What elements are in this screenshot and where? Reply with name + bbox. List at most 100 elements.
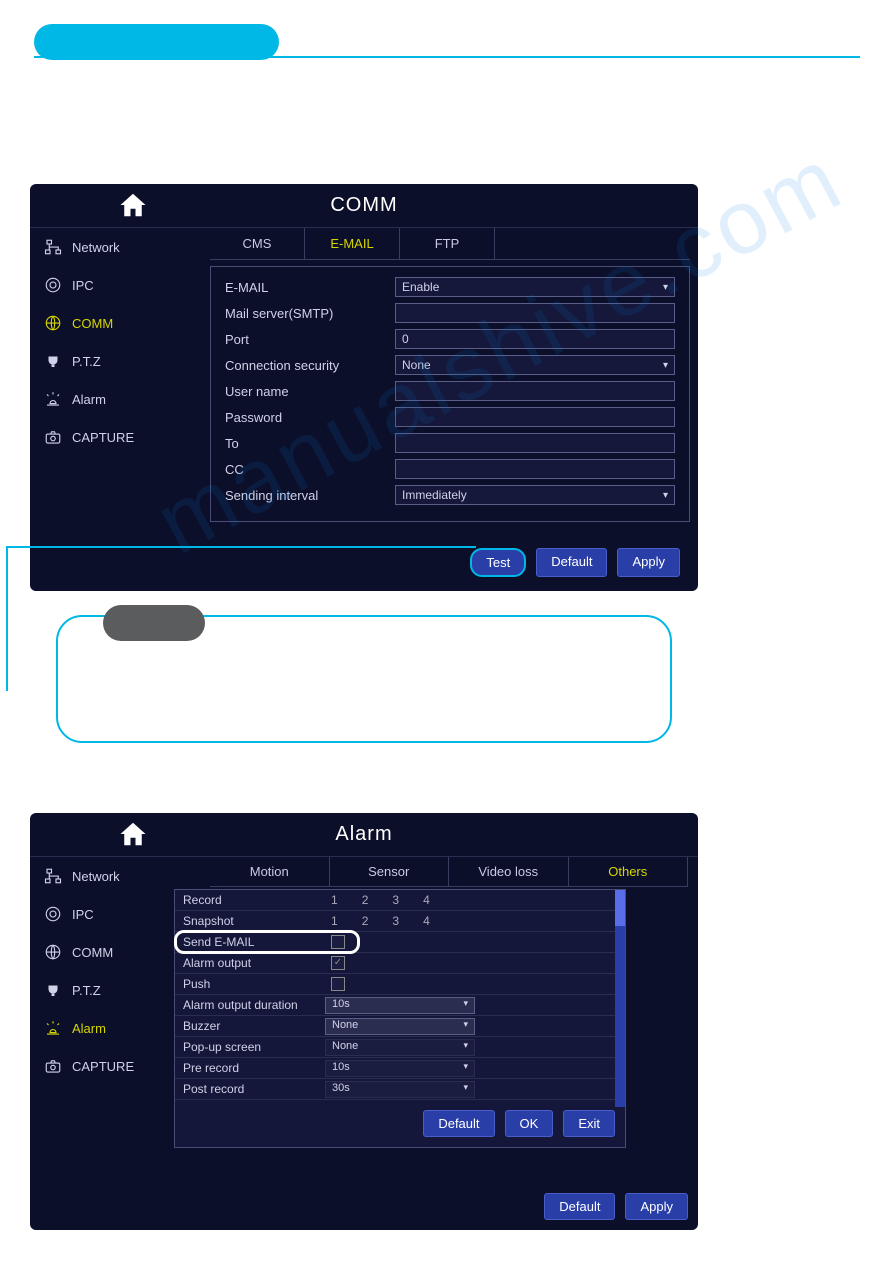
username-label: User name: [225, 384, 395, 399]
sidebar-label: Alarm: [72, 392, 106, 407]
record-label: Record: [175, 893, 325, 907]
prerec-select[interactable]: 10s: [325, 1060, 475, 1077]
postrec-select[interactable]: 30s: [325, 1081, 475, 1098]
username-input[interactable]: [395, 381, 675, 401]
password-input[interactable]: [395, 407, 675, 427]
dialog-ok-button[interactable]: OK: [505, 1110, 554, 1137]
alarm-apply-button[interactable]: Apply: [625, 1193, 688, 1220]
dialog-scrollbar[interactable]: [615, 890, 625, 1107]
tab-others[interactable]: Others: [569, 857, 689, 886]
comm-header: COMM: [30, 184, 698, 228]
sidebar-label: CAPTURE: [72, 430, 134, 445]
popup-row: Pop-up screen None: [175, 1037, 625, 1058]
sidebar-label: CAPTURE: [72, 1059, 134, 1074]
conn-select[interactable]: None: [395, 355, 675, 375]
snapshot-label: Snapshot: [175, 914, 325, 928]
dialog-exit-button[interactable]: Exit: [563, 1110, 615, 1137]
home-icon[interactable]: [118, 819, 148, 849]
test-button[interactable]: Test: [470, 548, 526, 577]
buzzer-select[interactable]: None: [325, 1018, 475, 1035]
to-label: To: [225, 436, 395, 451]
tab-email[interactable]: E-MAIL: [305, 228, 400, 259]
interval-select[interactable]: Immediately: [395, 485, 675, 505]
tab-cms[interactable]: CMS: [210, 228, 305, 259]
alarm-dialog: Record 1234 Snapshot 1234 Send E-MAIL Al…: [174, 889, 626, 1148]
camera-icon: [44, 428, 62, 446]
sendemail-label: Send E-MAIL: [175, 935, 325, 949]
ipc-icon: [44, 276, 62, 294]
comm-title: COMM: [330, 194, 397, 217]
conn-label: Connection security: [225, 358, 395, 373]
sidebar-item-comm[interactable]: COMM: [30, 304, 200, 342]
ptz-icon: [44, 352, 62, 370]
snapshot-channels[interactable]: 1234: [325, 914, 430, 928]
smtp-label: Mail server(SMTP): [225, 306, 395, 321]
postrec-label: Post record: [175, 1082, 325, 1096]
port-label: Port: [225, 332, 395, 347]
camera-icon: [44, 1057, 62, 1075]
sidebar-label: Alarm: [72, 1021, 106, 1036]
push-checkbox[interactable]: [331, 977, 345, 991]
cc-label: CC: [225, 462, 395, 477]
sidebar-label: IPC: [72, 907, 94, 922]
tab-sensor[interactable]: Sensor: [330, 857, 450, 886]
postrec-row: Post record 30s: [175, 1079, 625, 1100]
dialog-default-button[interactable]: Default: [423, 1110, 494, 1137]
sidebar-label: COMM: [72, 316, 113, 331]
scrollbar-thumb[interactable]: [615, 890, 625, 926]
alarm-default-button[interactable]: Default: [544, 1193, 615, 1220]
comm-sidebar: Network IPC COMM P.T.Z Alarm CAPTURE: [30, 228, 200, 456]
tab-ftp[interactable]: FTP: [400, 228, 495, 259]
apply-button[interactable]: Apply: [617, 548, 680, 577]
alarmout-checkbox[interactable]: [331, 956, 345, 970]
comm-actions: Test Default Apply: [470, 548, 680, 577]
globe-icon: [44, 943, 62, 961]
port-input[interactable]: 0: [395, 329, 675, 349]
tab-motion[interactable]: Motion: [210, 857, 330, 886]
alarm-icon: [44, 1019, 62, 1037]
record-row: Record 1234: [175, 890, 625, 911]
to-input[interactable]: [395, 433, 675, 453]
dialog-actions: Default OK Exit: [175, 1100, 625, 1147]
popup-label: Pop-up screen: [175, 1040, 325, 1054]
popup-select[interactable]: None: [325, 1039, 475, 1056]
sidebar-item-alarm[interactable]: Alarm: [30, 380, 200, 418]
sidebar-item-network[interactable]: Network: [30, 228, 200, 266]
snapshot-row: Snapshot 1234: [175, 911, 625, 932]
sidebar-label: COMM: [72, 945, 113, 960]
sidebar-label: P.T.Z: [72, 983, 101, 998]
sendemail-checkbox[interactable]: [331, 935, 345, 949]
smtp-input[interactable]: [395, 303, 675, 323]
hint-pill: [103, 605, 205, 641]
prerec-label: Pre record: [175, 1061, 325, 1075]
alarm-screenshot: Alarm Network IPC COMM P.T.Z Alarm CAPTU…: [30, 813, 698, 1230]
email-enable-select[interactable]: Enable: [395, 277, 675, 297]
tab-videoloss[interactable]: Video loss: [449, 857, 569, 886]
sidebar-label: Network: [72, 240, 120, 255]
default-button[interactable]: Default: [536, 548, 607, 577]
alarmout-row: Alarm output: [175, 953, 625, 974]
hint-box: [56, 615, 672, 743]
page-header-pill: [34, 24, 279, 60]
email-enable-label: E-MAIL: [225, 280, 395, 295]
comm-screenshot: COMM Network IPC COMM P.T.Z Alarm CAPTUR…: [30, 184, 698, 591]
home-icon[interactable]: [118, 190, 148, 220]
alarm-content: Motion Sensor Video loss Others: [210, 857, 688, 887]
sendemail-row: Send E-MAIL: [175, 932, 625, 953]
comm-content: CMS E-MAIL FTP E-MAILEnable Mail server(…: [210, 228, 690, 583]
alarm-bottom-actions: Default Apply: [544, 1193, 688, 1220]
page-header-rule: [34, 56, 860, 58]
aod-select[interactable]: 10s: [325, 997, 475, 1014]
sidebar-label: P.T.Z: [72, 354, 101, 369]
globe-icon: [44, 314, 62, 332]
sidebar-item-ptz[interactable]: P.T.Z: [30, 342, 200, 380]
record-channels[interactable]: 1234: [325, 893, 430, 907]
sidebar-item-capture[interactable]: CAPTURE: [30, 418, 200, 456]
network-icon: [44, 867, 62, 885]
cc-input[interactable]: [395, 459, 675, 479]
alarm-icon: [44, 390, 62, 408]
push-row: Push: [175, 974, 625, 995]
sidebar-item-ipc[interactable]: IPC: [30, 266, 200, 304]
buzzer-label: Buzzer: [175, 1019, 325, 1033]
alarm-header: Alarm: [30, 813, 698, 857]
